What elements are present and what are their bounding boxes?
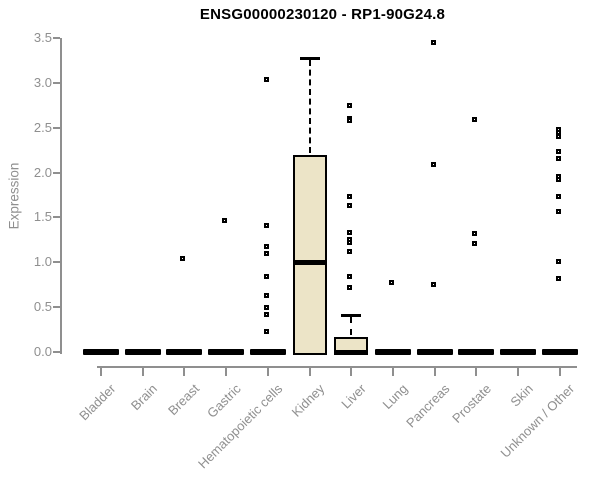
outlier-point	[263, 222, 269, 228]
x-tick-label: Gastric	[204, 381, 244, 421]
x-axis-tick	[308, 368, 311, 376]
x-axis-line	[97, 366, 577, 368]
outlier-point	[263, 77, 269, 83]
outlier-point	[555, 133, 561, 139]
x-axis-tick	[225, 368, 228, 376]
y-tick-label: 2.5	[33, 119, 52, 135]
y-axis-tick	[53, 81, 60, 84]
outlier-point	[347, 202, 353, 208]
y-tick-label: 2.0	[33, 164, 52, 180]
y-axis-tick	[53, 351, 60, 353]
y-axis-tick	[53, 171, 60, 174]
y-tick-label: 0.0	[33, 344, 52, 359]
zero-expression-bar	[458, 349, 495, 355]
x-axis-tick	[558, 368, 561, 376]
median-line	[292, 260, 327, 266]
outlier-point	[472, 116, 478, 122]
y-axis-tick	[53, 306, 60, 309]
x-axis-tick	[391, 368, 394, 376]
outlier-point	[555, 259, 561, 265]
outlier-point	[347, 240, 353, 246]
x-tick-label: Skin	[507, 381, 536, 410]
outlier-point	[347, 273, 353, 279]
x-axis-tick	[183, 368, 186, 376]
outlier-point	[555, 176, 561, 182]
upper-whisker	[350, 317, 353, 335]
y-axis-tick	[53, 216, 60, 219]
y-axis-tick	[53, 37, 60, 39]
x-tick-label: Breast	[164, 381, 203, 419]
outlier-point	[388, 279, 394, 285]
outlier-point	[430, 281, 436, 287]
upper-whisker-cap	[299, 56, 320, 60]
y-axis-line	[60, 38, 62, 354]
zero-expression-bar	[124, 349, 161, 355]
zero-expression-bar	[208, 349, 245, 355]
outlier-point	[263, 251, 269, 257]
outlier-point	[263, 293, 269, 299]
outlier-point	[263, 329, 269, 335]
x-axis-tick	[433, 368, 436, 376]
zero-expression-bar	[374, 349, 411, 355]
outlier-point	[347, 118, 353, 124]
x-tick-label: Pancreas	[402, 381, 453, 431]
zero-expression-bar	[541, 349, 578, 355]
y-tick-label: 3.0	[33, 74, 52, 90]
zero-expression-bar	[83, 349, 119, 355]
upper-whisker-cap	[341, 314, 362, 318]
outlier-point	[347, 229, 353, 235]
outlier-point	[555, 209, 561, 215]
x-tick-label: Liver	[338, 381, 369, 412]
y-tick-label: 1.5	[33, 209, 52, 225]
y-tick-label: 0.5	[33, 299, 52, 315]
box	[292, 154, 327, 355]
x-axis-tick	[141, 368, 144, 376]
outlier-point	[222, 218, 228, 224]
outlier-point	[347, 103, 353, 109]
x-tick-label: Brain	[128, 381, 161, 414]
upper-whisker	[308, 59, 311, 153]
outlier-point	[263, 244, 269, 250]
x-tick-label: Lung	[379, 381, 411, 413]
outlier-point	[263, 312, 269, 318]
outlier-point	[347, 193, 353, 199]
x-tick-label: Bladder	[76, 381, 119, 424]
zero-expression-bar	[416, 349, 453, 355]
outlier-point	[555, 193, 561, 199]
outlier-point	[555, 148, 561, 154]
zero-expression-bar	[249, 349, 286, 355]
outlier-point	[555, 156, 561, 162]
outlier-point	[347, 248, 353, 254]
y-axis-tick	[53, 126, 60, 129]
outlier-point	[472, 241, 478, 247]
outlier-point	[347, 285, 353, 291]
x-axis-tick	[517, 368, 520, 376]
x-axis-tick	[100, 368, 102, 376]
y-tick-label: 1.0	[33, 254, 52, 270]
y-axis-tick	[53, 261, 60, 264]
zero-expression-bar	[500, 349, 537, 355]
chart-title: ENSG00000230120 - RP1-90G24.8	[199, 6, 446, 23]
outlier-point	[472, 230, 478, 236]
outlier-point	[180, 255, 186, 261]
outlier-point	[555, 276, 561, 282]
x-tick-label: Kidney	[288, 381, 328, 420]
y-tick-label: 3.5	[33, 30, 52, 45]
x-tick-label: Prostate	[449, 381, 495, 426]
x-axis-tick	[475, 368, 478, 376]
x-axis-tick	[266, 368, 269, 376]
outlier-point	[430, 40, 436, 46]
x-tick-label: Unknown / Other	[497, 381, 578, 461]
outlier-point	[263, 305, 269, 311]
outlier-point	[430, 162, 436, 168]
outlier-point	[263, 273, 269, 279]
x-axis-tick	[350, 368, 353, 376]
median-line	[334, 350, 369, 355]
zero-expression-bar	[166, 349, 203, 355]
